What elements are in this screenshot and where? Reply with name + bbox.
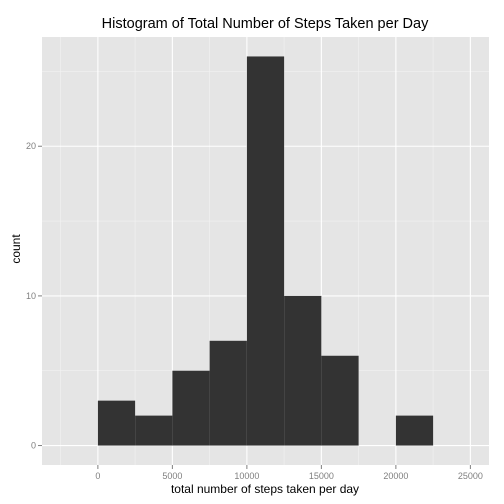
y-axis: 0 10 20	[26, 141, 42, 451]
bars	[97, 56, 434, 446]
x-tick-label: 0	[95, 471, 100, 481]
histogram-bar-1	[135, 415, 173, 446]
x-axis: 0 5000 10000 15000 20000 25000	[95, 465, 483, 481]
histogram-bar-8	[395, 415, 434, 446]
x-tick-label: 5000	[162, 471, 182, 481]
histogram-bar-3	[209, 340, 247, 446]
x-tick-label: 20000	[383, 471, 408, 481]
y-tick-label: 0	[31, 441, 36, 451]
histogram-bar-4	[246, 56, 285, 446]
y-tick-label: 10	[26, 291, 36, 301]
histogram-bar-2	[172, 370, 210, 446]
x-tick-label: 10000	[234, 471, 259, 481]
x-tick-label: 25000	[458, 471, 483, 481]
chart-title: Histogram of Total Number of Steps Taken…	[102, 16, 429, 32]
x-axis-title: total number of steps taken per day	[171, 482, 359, 496]
x-tick-label: 15000	[309, 471, 334, 481]
histogram-bar-0	[97, 400, 136, 446]
y-axis-title: count	[9, 234, 23, 264]
histogram-bar-5	[284, 295, 322, 446]
histogram-bar-6	[321, 355, 359, 446]
y-tick-label: 20	[26, 141, 36, 151]
